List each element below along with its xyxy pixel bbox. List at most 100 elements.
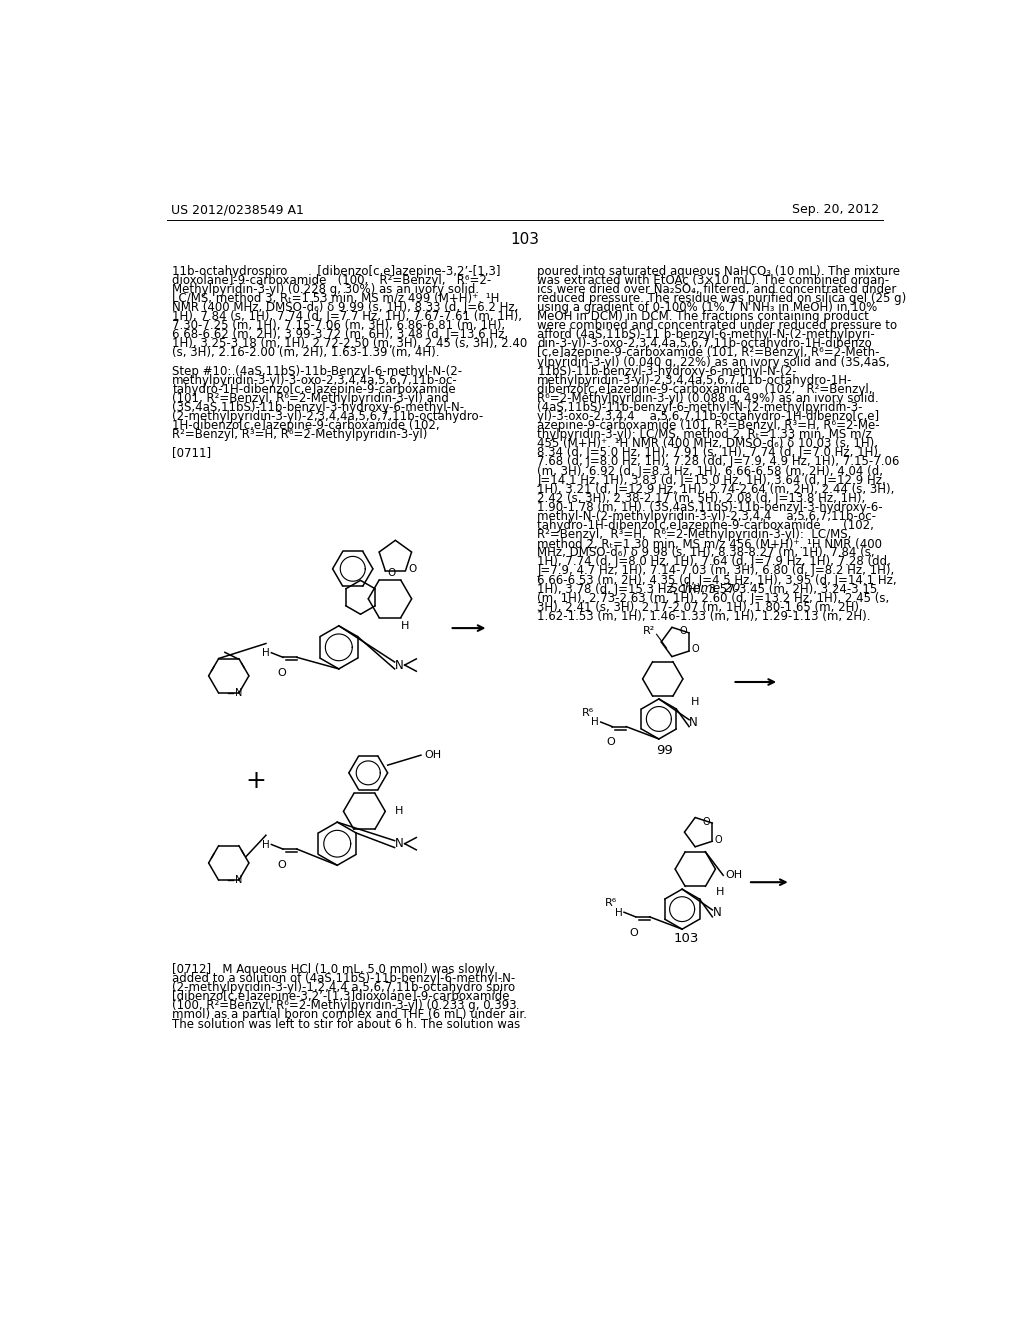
Text: (2-methylpyridin-3-yl)-1,2,4,4 a,5,6,7,11b-octahydro spiro: (2-methylpyridin-3-yl)-1,2,4,4 a,5,6,7,1… [172,981,515,994]
Text: 99: 99 [656,743,673,756]
Text: [0711]: [0711] [172,446,211,459]
Text: N: N [395,837,403,850]
Text: method 2, Rₜ=1.30 min, MS m/z 456 (M+H)⁺. ¹H NMR (400: method 2, Rₜ=1.30 min, MS m/z 456 (M+H)⁺… [538,537,883,550]
Text: 11bS)-11b-benzyl-3-hydroxy-6-methyl-N-(2-: 11bS)-11b-benzyl-3-hydroxy-6-methyl-N-(2… [538,364,797,378]
Text: N: N [236,688,243,698]
Text: N: N [689,717,698,730]
Text: [dibenzo[c,e]azepine-3,2’-[1,3]dioxolane]-9-carboxamide: [dibenzo[c,e]azepine-3,2’-[1,3]dioxolane… [172,990,510,1003]
Text: The solution was left to stir for about 6 h. The solution was: The solution was left to stir for about … [172,1018,520,1031]
Text: methylpyridin-3-yl)-2,3,4,4a,5,6,7,11b-octahydro-1H-: methylpyridin-3-yl)-2,3,4,4a,5,6,7,11b-o… [538,374,853,387]
Text: H: H [400,620,410,631]
Text: 1.90-1.78 (m, 1H). (3S,4aS,11bS)-11b-benzyl-3-hydroxy-6-: 1.90-1.78 (m, 1H). (3S,4aS,11bS)-11b-ben… [538,500,883,513]
Text: 1H), 7.84 (s, 1H), 7.74 (d, J=7.7 Hz, 1H), 7.67-7.61 (m, 1H),: 1H), 7.84 (s, 1H), 7.74 (d, J=7.7 Hz, 1H… [172,310,522,323]
Text: O: O [388,568,396,578]
Text: reduced pressure. The residue was purified on silica gel (25 g): reduced pressure. The residue was purifi… [538,292,906,305]
Text: afford (4aS,11bS)-11 b-benzyl-6-methyl-N-(2-methylpyri-: afford (4aS,11bS)-11 b-benzyl-6-methyl-N… [538,329,874,342]
Text: ics were dried over Na₂SO₄, filtered, and concentrated under: ics were dried over Na₂SO₄, filtered, an… [538,282,897,296]
Text: J=14.1 Hz, 1H), 3.83 (d, J=15.0 Hz, 1H), 3.64 (d, J=12.9 Hz,: J=14.1 Hz, 1H), 3.83 (d, J=15.0 Hz, 1H),… [538,474,886,487]
Text: added to a solution of (4aS,11bS)-11b-benzyl-6-methyl-N-: added to a solution of (4aS,11bS)-11b-be… [172,972,515,985]
Text: N: N [395,659,403,672]
Text: poured into saturated aqueous NaHCO₃ (10 mL). The mixture: poured into saturated aqueous NaHCO₃ (10… [538,264,900,277]
Text: H: H [592,718,599,727]
Text: H: H [716,887,724,898]
Text: O: O [679,627,687,636]
Text: (s, 3H), 2.16-2.00 (m, 2H), 1.63-1.39 (m, 4H).: (s, 3H), 2.16-2.00 (m, 2H), 1.63-1.39 (m… [172,346,439,359]
Text: US 2012/0238549 A1: US 2012/0238549 A1 [171,203,303,216]
Text: H: H [614,908,623,917]
Text: using a gradient of 0-100% (1% 7 N NH₃ in MeOH) in 10%: using a gradient of 0-100% (1% 7 N NH₃ i… [538,301,878,314]
Text: O: O [278,668,286,678]
Text: OH: OH [726,870,742,880]
Text: 6.68-6.62 (m, 2H), 3.99-3.72 (m, 6H), 3.48 (d, J=13.6 Hz,: 6.68-6.62 (m, 2H), 3.99-3.72 (m, 6H), 3.… [172,329,508,342]
Text: 1.62-1.53 (m, 1H), 1.46-1.33 (m, 1H), 1.29-1.13 (m, 2H).: 1.62-1.53 (m, 1H), 1.46-1.33 (m, 1H), 1.… [538,610,870,623]
Text: azepine-9-carboxamide (101, R²=Benzyl, R³=H, R⁶=2-Me-: azepine-9-carboxamide (101, R²=Benzyl, R… [538,420,880,432]
Text: R⁶=2-Methylpyridin-3-yl) (0.088 g, 49%) as an ivory solid.: R⁶=2-Methylpyridin-3-yl) (0.088 g, 49%) … [538,392,879,405]
Text: din-3-yl)-3-oxo-2,3,4,4a,5,6,7,11b-octahydro-1H-dibenzo: din-3-yl)-3-oxo-2,3,4,4a,5,6,7,11b-octah… [538,338,872,350]
Text: Scheme 20: Scheme 20 [671,582,740,595]
Text: O: O [715,834,723,845]
Text: 1H), 3.78 (d, J=15.3 Hz, 1H), 3.57-3.45 (m, 2H), 3.24-3.15: 1H), 3.78 (d, J=15.3 Hz, 1H), 3.57-3.45 … [538,582,878,595]
Text: (4aS,11bS)-11b-benzyl-6-methyl-N-(2-methylpyridin-3-: (4aS,11bS)-11b-benzyl-6-methyl-N-(2-meth… [538,401,862,414]
Text: J=7.9, 4.7 Hz, 1H), 7.14-7.03 (m, 3H), 6.80 (d, J=8.2 Hz, 1H),: J=7.9, 4.7 Hz, 1H), 7.14-7.03 (m, 3H), 6… [538,565,894,577]
Text: [0712]   M Aqueous HCl (1.0 mL, 5.0 mmol) was slowly: [0712] M Aqueous HCl (1.0 mL, 5.0 mmol) … [172,964,495,975]
Text: 11b-octahydrospiro        [dibenzo[c,e]azepine-3,2’-[1,3]: 11b-octahydrospiro [dibenzo[c,e]azepine-… [172,264,501,277]
Text: R⁶: R⁶ [582,708,594,718]
Text: R²=Benzyl,  R³=H,  R⁶=2-Methylpyridin-3-yl):  LC/MS,: R²=Benzyl, R³=H, R⁶=2-Methylpyridin-3-yl… [538,528,852,541]
Text: 103: 103 [510,231,540,247]
Text: tahydro-1H-dibenzo[c,e]azepine-9-carboxamide: tahydro-1H-dibenzo[c,e]azepine-9-carboxa… [172,383,456,396]
Text: Sep. 20, 2012: Sep. 20, 2012 [792,203,879,216]
Text: methyl-N-(2-methylpyridin-3-yl)-2,3,4,4    a,5,6,7,11b-oc-: methyl-N-(2-methylpyridin-3-yl)-2,3,4,4 … [538,510,877,523]
Text: (101, R²=Benzyl, R⁶=2-Methylpyridin-3-yl) and: (101, R²=Benzyl, R⁶=2-Methylpyridin-3-yl… [172,392,450,405]
Text: (3S,4aS,11bS)-11b-benzyl-3-hydroxy-6-methyl-N-: (3S,4aS,11bS)-11b-benzyl-3-hydroxy-6-met… [172,401,464,414]
Text: (2-methylpyridin-3-yl)-2,3,4,4a,5,6,7,11b-octahydro-: (2-methylpyridin-3-yl)-2,3,4,4a,5,6,7,11… [172,411,483,422]
Text: (100, R²=Benzyl, R⁶=2-Methylpyridin-3-yl) (0.233 g, 0.393: (100, R²=Benzyl, R⁶=2-Methylpyridin-3-yl… [172,999,517,1012]
Text: 3H), 2.41 (s, 3H), 2.17-2.07 (m, 1H), 1.80-1.65 (m, 2H),: 3H), 2.41 (s, 3H), 2.17-2.07 (m, 1H), 1.… [538,601,863,614]
Text: (m, 3H), 6.92 (d, J=8.3 Hz, 1H), 6.66-6.58 (m, 2H), 4.04 (d,: (m, 3H), 6.92 (d, J=8.3 Hz, 1H), 6.66-6.… [538,465,883,478]
Text: MeOH in DCM) in DCM. The fractions containing product: MeOH in DCM) in DCM. The fractions conta… [538,310,869,323]
Text: 7.30-7.25 (m, 1H), 7.15-7.06 (m, 3H), 6.86-6.81 (m, 1H),: 7.30-7.25 (m, 1H), 7.15-7.06 (m, 3H), 6.… [172,319,505,333]
Text: dioxolane]-9-carboxamide   (100,   R²=Benzyl,   R⁶=2-: dioxolane]-9-carboxamide (100, R²=Benzyl… [172,273,492,286]
Text: 6.66-6.53 (m, 2H), 4.35 (d, J=4.5 Hz, 1H), 3.95 (d, J=14.1 Hz,: 6.66-6.53 (m, 2H), 4.35 (d, J=4.5 Hz, 1H… [538,574,897,586]
Text: 103: 103 [674,932,698,945]
Text: OH: OH [424,750,441,760]
Text: was extracted with EtOAc (3×10 mL). The combined organ-: was extracted with EtOAc (3×10 mL). The … [538,273,889,286]
Text: H: H [262,840,270,850]
Text: H: H [690,697,699,708]
Text: ylpyridin-3-yl) (0.040 g, 22%) as an ivory solid and (3S,4aS,: ylpyridin-3-yl) (0.040 g, 22%) as an ivo… [538,355,890,368]
Text: mmol) as a partial boron complex and THF (6 mL) under air.: mmol) as a partial boron complex and THF… [172,1008,527,1022]
Text: 8.34 (d, J=5.0 Hz, 1H), 7.91 (s, 1H), 7.74 (d, J=7.0 Hz, 1H),: 8.34 (d, J=5.0 Hz, 1H), 7.91 (s, 1H), 7.… [538,446,882,459]
Text: 455 (M+H)⁺. ¹H NMR (400 MHz, DMSO-d₆) δ 10.03 (s, 1H),: 455 (M+H)⁺. ¹H NMR (400 MHz, DMSO-d₆) δ … [538,437,879,450]
Text: MHz, DMSO-d₆) δ 9.98 (s, 1H), 8.38-8.27 (m, 1H), 7.84 (s,: MHz, DMSO-d₆) δ 9.98 (s, 1H), 8.38-8.27 … [538,546,874,560]
Text: H: H [395,807,403,816]
Text: NMR (400 MHz, DMSO-d₆) δ 9.99 (s, 1H), 8.33 (d, J=6.2 Hz,: NMR (400 MHz, DMSO-d₆) δ 9.99 (s, 1H), 8… [172,301,518,314]
Text: 1H), 3.21 (d, J=12.9 Hz, 1H), 2.74-2.64 (m, 2H), 2.44 (s, 3H),: 1H), 3.21 (d, J=12.9 Hz, 1H), 2.74-2.64 … [538,483,895,496]
Text: (m, 1H), 2.73-2.63 (m, 1H), 2.60 (d, J=13.2 Hz, 1H), 2.45 (s,: (m, 1H), 2.73-2.63 (m, 1H), 2.60 (d, J=1… [538,591,890,605]
Text: R⁶: R⁶ [605,899,616,908]
Text: R²: R² [643,626,655,636]
Text: 1H), 7.74 (d, J=8.0 Hz, 1H), 7.64 (d, J=7.9 Hz, 1H), 7.28 (dd,: 1H), 7.74 (d, J=8.0 Hz, 1H), 7.64 (d, J=… [538,556,891,569]
Text: [c,e]azepine-9-carboxamide (101, R²=Benzyl, R⁶=2-Meth-: [c,e]azepine-9-carboxamide (101, R²=Benz… [538,346,880,359]
Text: N: N [236,875,243,886]
Text: dibenzo[c,e]azepine-9-carboxamide    (102,   R²=Benzyl,: dibenzo[c,e]azepine-9-carboxamide (102, … [538,383,872,396]
Text: O: O [702,817,711,826]
Text: Methylpyridin-3-yl) (0.228 g, 30%) as an ivory solid.: Methylpyridin-3-yl) (0.228 g, 30%) as an… [172,282,479,296]
Text: tahydro-1H-dibenzo[c,e]azepine-9-carboxamide      (102,: tahydro-1H-dibenzo[c,e]azepine-9-carboxa… [538,519,874,532]
Text: methylpyridin-3-yl)-3-oxo-2,3,4,4a,5,6,7,11b-oc-: methylpyridin-3-yl)-3-oxo-2,3,4,4a,5,6,7… [172,374,458,387]
Text: 7.68 (d, J=8.0 Hz, 1H), 7.28 (dd, J=7.9, 4.9 Hz, 1H), 7.15-7.06: 7.68 (d, J=8.0 Hz, 1H), 7.28 (dd, J=7.9,… [538,455,899,469]
Text: O: O [630,928,638,937]
Text: O: O [606,738,615,747]
Text: 2.42 (s, 3H), 2.38-2.17 (m, 5H), 2.08 (d, J=13.8 Hz, 1H),: 2.42 (s, 3H), 2.38-2.17 (m, 5H), 2.08 (d… [538,492,865,504]
Text: were combined and concentrated under reduced pressure to: were combined and concentrated under red… [538,319,897,333]
Text: R²=Benzyl, R³=H, R⁶=2-Methylpyridin-3-yl): R²=Benzyl, R³=H, R⁶=2-Methylpyridin-3-yl… [172,428,428,441]
Text: 1H-dibenzo[c,e]azepine-9-carboxamide (102,: 1H-dibenzo[c,e]azepine-9-carboxamide (10… [172,420,439,432]
Text: +: + [246,768,266,792]
Text: N: N [713,907,721,920]
Text: yl)-3-oxo-2,3,4,4    a,5,6,7,11b-octahydro-1H-dibenzo[c,e]: yl)-3-oxo-2,3,4,4 a,5,6,7,11b-octahydro-… [538,411,880,422]
Text: Step #10: (4aS,11bS)-11b-Benzyl-6-methyl-N-(2-: Step #10: (4aS,11bS)-11b-Benzyl-6-methyl… [172,364,462,378]
Text: 1H), 3.25-3.18 (m, 1H), 2.72-2.50 (m, 3H), 2.45 (s, 3H), 2.40: 1H), 3.25-3.18 (m, 1H), 2.72-2.50 (m, 3H… [172,338,527,350]
Text: thylpyridin-3-yl): LC/MS, method 2, Rₜ=1.33 min, MS m/z: thylpyridin-3-yl): LC/MS, method 2, Rₜ=1… [538,428,872,441]
Text: H: H [262,648,270,659]
Text: O: O [691,644,699,655]
Text: O: O [409,565,417,574]
Text: LC/MS, method 3, Rₜ=1.53 min, MS m/z 499 (M+H)⁺. ¹H: LC/MS, method 3, Rₜ=1.53 min, MS m/z 499… [172,292,500,305]
